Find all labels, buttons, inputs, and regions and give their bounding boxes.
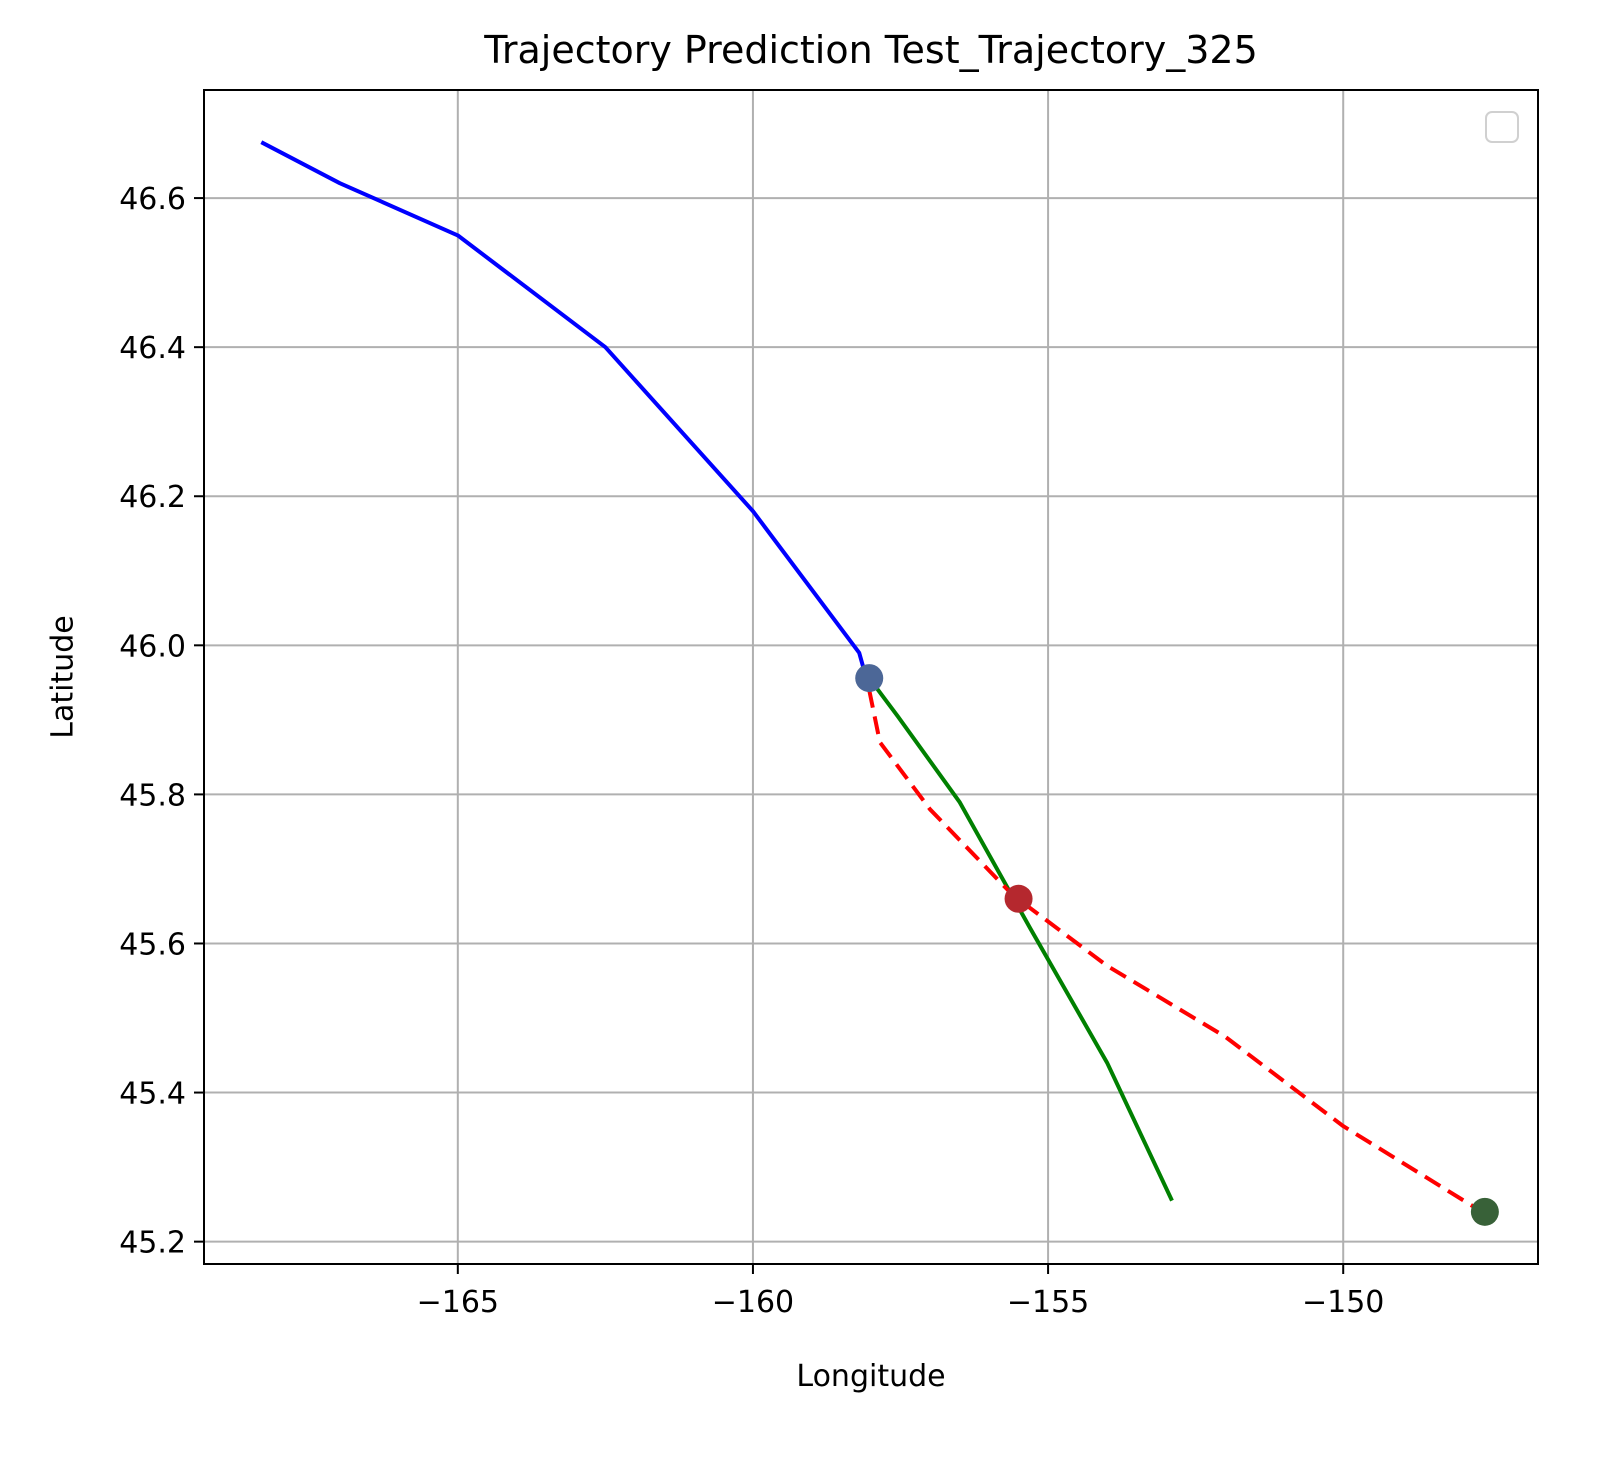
plot-frame (203, 89, 1539, 1265)
y-tick-label: 45.6 (119, 927, 186, 962)
marker-point-2 (1470, 1197, 1499, 1226)
y-tick-label: 46.4 (119, 331, 186, 366)
x-tick-label: −150 (1302, 1285, 1384, 1320)
series-layer (260, 140, 1483, 1214)
series-line-2 (867, 689, 1483, 1214)
grid (204, 90, 1538, 1264)
x-tick-label: −155 (1007, 1285, 1089, 1320)
legend-box (1485, 111, 1519, 143)
chart-title: Trajectory Prediction Test_Trajectory_32… (483, 28, 1258, 72)
y-tick-label: 45.4 (119, 1077, 186, 1112)
series-line-1 (867, 676, 1174, 1202)
y-tick-label: 46.0 (119, 629, 186, 664)
y-axis-label: Latitude (46, 615, 81, 738)
x-tick-label: −160 (712, 1285, 794, 1320)
x-tick-label: −165 (417, 1285, 499, 1320)
y-tick-label: 46.6 (119, 182, 186, 217)
x-axis-label: Longitude (796, 1359, 945, 1394)
ticks: −165 −160 −155 −150 45.2 45.4 45.6 45.8 46.0 46.2… (119, 182, 1384, 1320)
y-tick-label: 45.2 (119, 1226, 186, 1261)
marker-point-1 (1004, 884, 1033, 913)
marker-point-0 (855, 664, 884, 693)
y-tick-label: 45.8 (119, 778, 186, 813)
series-line-0 (260, 140, 869, 679)
y-tick-label: 46.2 (119, 480, 186, 515)
points-layer (855, 664, 1499, 1226)
